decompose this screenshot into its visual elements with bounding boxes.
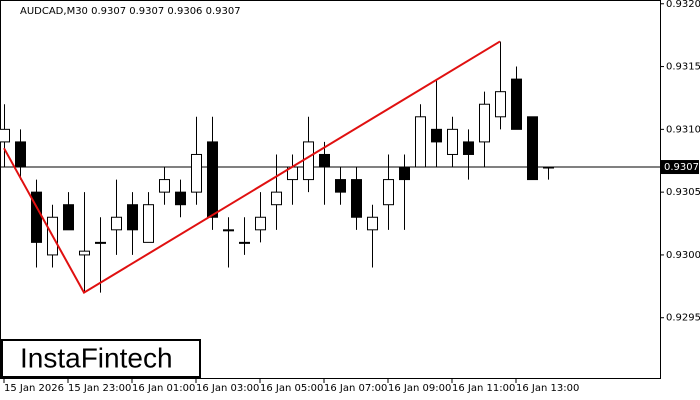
brand: InstaFintech	[20, 342, 173, 373]
candle-body	[463, 141, 474, 155]
candle-body	[383, 179, 394, 206]
plot-frame	[0, 0, 661, 379]
candle-body	[111, 216, 122, 231]
y-tick-label: 0.9320	[666, 0, 700, 10]
x-tick-label: 15 Jan 23:00	[68, 383, 131, 394]
candle-body	[15, 141, 26, 168]
candle-body	[511, 78, 522, 130]
candle-body	[335, 179, 346, 193]
candle-body	[495, 91, 506, 118]
candle-body	[191, 153, 202, 193]
candle-body	[95, 241, 106, 244]
last-price-label: 0.9307	[664, 162, 699, 173]
candle-body	[175, 191, 186, 206]
x-tick-label: 16 Jan 01:00	[132, 383, 195, 394]
y-tick-label: 0.9300	[666, 250, 700, 261]
y-tick-label: 0.9305	[666, 187, 700, 198]
x-tick-label: 16 Jan 07:00	[324, 383, 387, 394]
x-tick-label: 16 Jan 03:00	[196, 383, 259, 394]
candle-body	[399, 166, 410, 181]
x-tick-label: 16 Jan 13:00	[516, 383, 579, 394]
candle-body	[319, 153, 330, 168]
candle-body	[159, 179, 170, 193]
pattern-line	[3, 40, 501, 294]
last-price-box	[661, 160, 699, 175]
x-tick-label: 16 Jan 09:00	[388, 383, 451, 394]
candle-body	[255, 216, 266, 231]
candle-body	[239, 241, 250, 244]
x-tick-label: 16 Jan 05:00	[260, 383, 323, 394]
x-tick-label: 16 Jan 11:00	[452, 383, 515, 394]
candle-body	[447, 128, 458, 155]
candle-body	[207, 141, 218, 218]
candle-body	[303, 141, 314, 181]
candle-body	[0, 128, 10, 143]
candle-body	[431, 128, 442, 143]
candle-body	[543, 166, 554, 169]
candle-body	[63, 204, 74, 231]
candle-body	[527, 116, 538, 181]
candle-body	[143, 204, 154, 243]
candle-body	[479, 103, 490, 143]
y-tick-label: 0.9315	[666, 62, 700, 73]
candle-body	[223, 229, 234, 232]
y-tick-label: 0.9295	[666, 313, 700, 324]
brand-box	[1, 339, 201, 378]
candle-body	[367, 216, 378, 231]
candle-body	[271, 191, 282, 206]
candle-body	[415, 116, 426, 168]
candle-body	[127, 204, 138, 231]
y-tick-label: 0.9310	[666, 124, 700, 135]
candle-body	[79, 250, 90, 256]
candle-body	[351, 179, 362, 218]
x-tick-label: 15 Jan 2026	[4, 383, 64, 394]
chart-title: AUDCAD,M30 0.9307 0.9307 0.9306 0.9307	[20, 6, 241, 17]
